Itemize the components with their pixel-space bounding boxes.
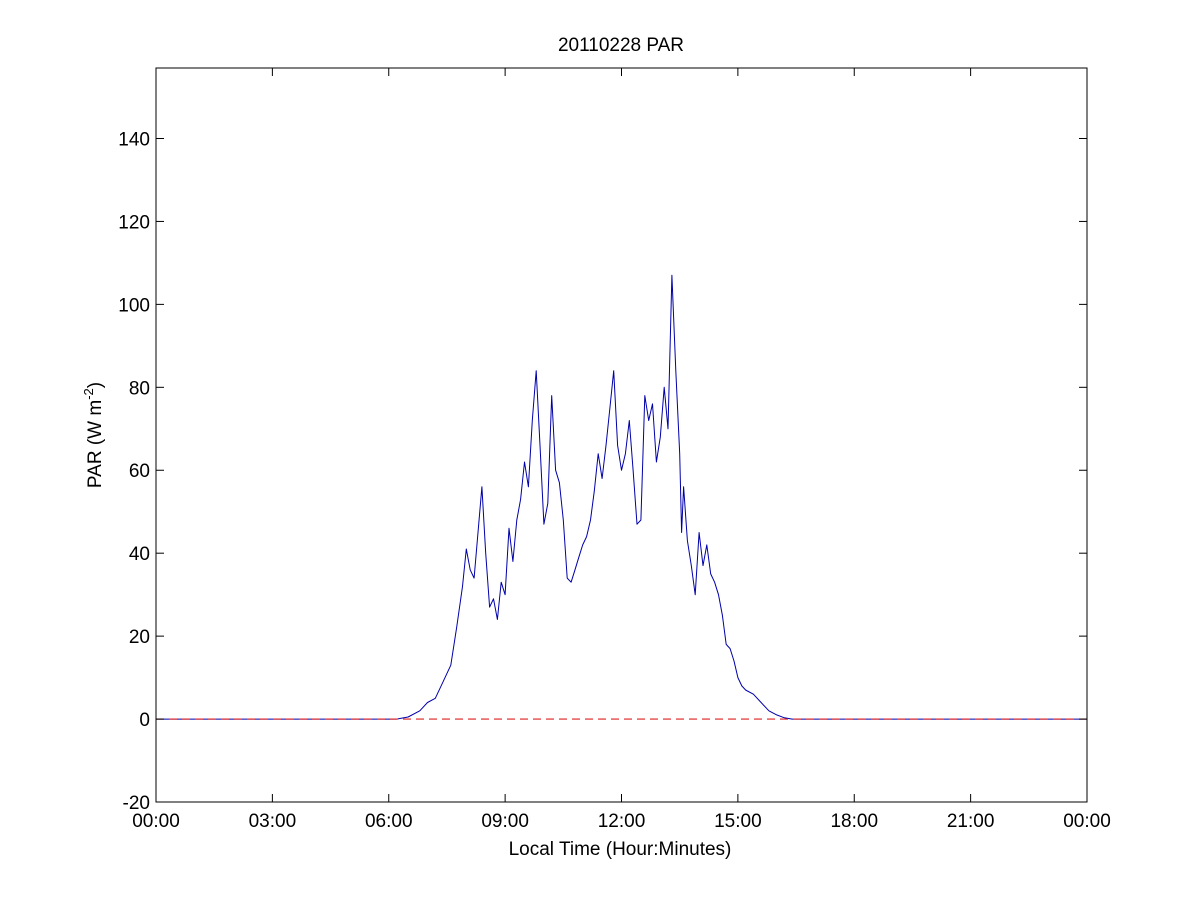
y-tick-label-7: 120: [118, 212, 150, 233]
series-line-0: [156, 274, 1087, 720]
x-tick-label-3: 09:00: [481, 811, 529, 832]
x-tick-label-8: 00:00: [1063, 811, 1111, 832]
x-tick-label-6: 18:00: [830, 811, 878, 832]
plot-area: [156, 274, 1087, 720]
x-tick-label-4: 12:00: [598, 811, 646, 832]
y-tick-label-0: -20: [123, 793, 150, 814]
chart-title: 20110228 PAR: [558, 35, 684, 56]
y-tick-label-6: 100: [118, 295, 150, 316]
x-tick-label-2: 06:00: [365, 811, 413, 832]
y-tick-label-8: 140: [118, 129, 150, 150]
x-tick-label-7: 21:00: [947, 811, 995, 832]
y-tick-label-5: 80: [129, 378, 150, 399]
x-axis-label: Local Time (Hour:Minutes): [509, 839, 732, 860]
y-tick-label-1: 0: [139, 710, 150, 731]
y-tick-label-4: 60: [129, 461, 150, 482]
y-axis-label-close: ): [85, 382, 106, 388]
x-tick-label-5: 15:00: [714, 811, 762, 832]
axes: 00:00 03:00 06:00 09:00 12:00 15:00 18:00 21:00…: [118, 67, 1111, 832]
x-tick-label-1: 03:00: [249, 811, 297, 832]
y-axis-label-text: PAR (W m: [85, 400, 106, 488]
y-axis-label: PAR (W m-2): [81, 382, 106, 488]
y-tick-label-3: 40: [129, 544, 150, 565]
y-axis-label-superscript: -2: [81, 388, 96, 400]
y-tick-label-2: 20: [129, 627, 150, 648]
x-tick-label-0: 00:00: [132, 811, 180, 832]
